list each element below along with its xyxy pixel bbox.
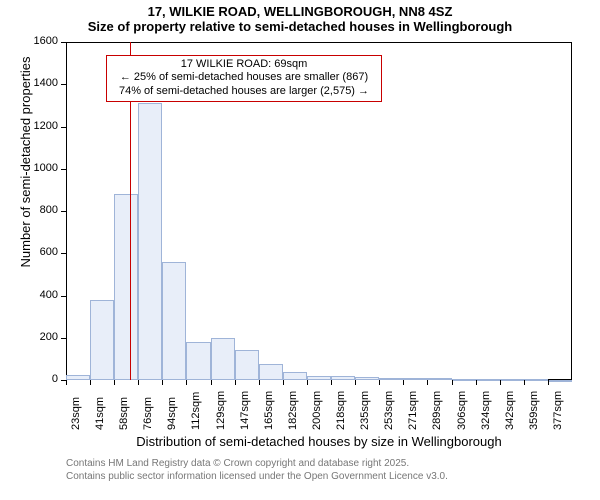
xtick-mark	[427, 380, 428, 385]
xtick-label: 218sqm	[335, 391, 347, 430]
ytick-mark	[61, 253, 66, 254]
xtick-label: 377sqm	[552, 391, 564, 430]
histogram-bar	[259, 364, 283, 380]
xtick-mark	[283, 380, 284, 385]
ytick-mark	[61, 338, 66, 339]
xtick-mark	[211, 380, 212, 385]
ytick-mark	[61, 84, 66, 85]
xtick-label: 324sqm	[480, 391, 492, 430]
xtick-mark	[548, 380, 549, 385]
xtick-label: 23sqm	[70, 397, 82, 430]
histogram-bar	[66, 375, 90, 380]
xtick-mark	[500, 380, 501, 385]
xtick-label: 306sqm	[456, 391, 468, 430]
attribution-line1: Contains HM Land Registry data © Crown c…	[66, 458, 448, 471]
histogram-bar	[355, 377, 379, 380]
xtick-mark	[476, 380, 477, 385]
ytick-mark	[61, 127, 66, 128]
xtick-mark	[66, 380, 67, 385]
xtick-mark	[379, 380, 380, 385]
annotation-line: 74% of semi-detached houses are larger (…	[111, 85, 377, 99]
histogram-bar	[90, 300, 114, 380]
x-axis-label: Distribution of semi-detached houses by …	[66, 434, 572, 449]
histogram-chart: 0200400600800100012001400160023sqm41sqm5…	[0, 0, 600, 500]
ytick-label: 0	[0, 373, 58, 385]
xtick-mark	[90, 380, 91, 385]
xtick-label: 182sqm	[287, 391, 299, 430]
ytick-mark	[61, 42, 66, 43]
xtick-mark	[331, 380, 332, 385]
annotation-line: ← 25% of semi-detached houses are smalle…	[111, 71, 377, 85]
ytick-mark	[61, 296, 66, 297]
xtick-mark	[114, 380, 115, 385]
annotation-box: 17 WILKIE ROAD: 69sqm← 25% of semi-detac…	[106, 55, 382, 102]
attribution-line2: Contains public sector information licen…	[66, 471, 448, 484]
ytick-label: 200	[0, 331, 58, 343]
histogram-bar	[500, 379, 524, 381]
xtick-mark	[452, 380, 453, 385]
annotation-line: 17 WILKIE ROAD: 69sqm	[111, 58, 377, 72]
xtick-label: 94sqm	[166, 397, 178, 430]
histogram-bar	[524, 379, 548, 381]
xtick-label: 359sqm	[528, 391, 540, 430]
xtick-label: 271sqm	[407, 391, 419, 430]
histogram-bar	[162, 262, 186, 380]
histogram-bar	[211, 338, 235, 380]
xtick-label: 289sqm	[431, 391, 443, 430]
histogram-bar	[235, 350, 259, 380]
histogram-bar	[307, 376, 331, 380]
xtick-label: 129sqm	[215, 391, 227, 430]
xtick-mark	[162, 380, 163, 385]
xtick-mark	[186, 380, 187, 385]
histogram-bar	[283, 372, 307, 380]
y-axis-label: Number of semi-detached properties	[18, 0, 33, 331]
xtick-label: 76sqm	[142, 397, 154, 430]
ytick-mark	[61, 211, 66, 212]
histogram-bar	[114, 194, 138, 380]
histogram-bar	[186, 342, 210, 380]
histogram-bar	[476, 379, 500, 381]
xtick-label: 147sqm	[239, 391, 251, 430]
xtick-mark	[355, 380, 356, 385]
xtick-label: 200sqm	[311, 391, 323, 430]
xtick-label: 342sqm	[504, 391, 516, 430]
xtick-label: 253sqm	[383, 391, 395, 430]
histogram-bar	[331, 376, 355, 380]
histogram-bar	[452, 379, 476, 381]
histogram-bar	[379, 378, 403, 380]
xtick-mark	[235, 380, 236, 385]
xtick-label: 165sqm	[263, 391, 275, 430]
histogram-bar	[403, 378, 427, 380]
xtick-label: 58sqm	[118, 397, 130, 430]
xtick-mark	[524, 380, 525, 385]
histogram-bar	[427, 378, 451, 380]
xtick-label: 112sqm	[190, 392, 202, 430]
xtick-mark	[307, 380, 308, 385]
xtick-label: 235sqm	[359, 391, 371, 430]
histogram-bar	[548, 380, 572, 382]
histogram-bar	[138, 103, 162, 380]
xtick-mark	[138, 380, 139, 385]
attribution-text: Contains HM Land Registry data © Crown c…	[66, 458, 448, 483]
xtick-mark	[259, 380, 260, 385]
xtick-mark	[403, 380, 404, 385]
xtick-label: 41sqm	[94, 397, 106, 430]
ytick-mark	[61, 169, 66, 170]
